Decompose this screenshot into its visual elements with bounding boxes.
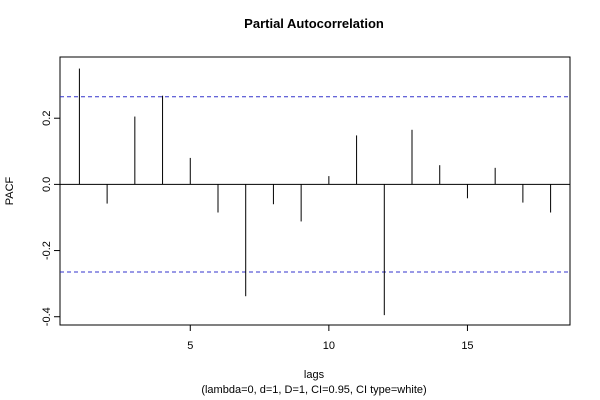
chart-title: Partial Autocorrelation [244,16,384,31]
x-axis: 5 10 15 [187,325,474,352]
plot-frame [59,56,571,326]
x-tick-label: 5 [187,340,193,352]
y-tick-label: -0.4 [41,307,53,326]
x-tick-label: 15 [461,340,473,352]
x-tick-label: 10 [323,340,335,352]
confidence-lines [60,96,570,273]
x-axis-label: lags [304,369,325,381]
y-axis: -0.4 -0.2 0.0 0.2 [41,111,60,326]
chart-subtitle: (lambda=0, d=1, D=1, CI=0.95, CI type=wh… [201,384,426,396]
y-tick-label: 0.2 [41,111,53,126]
pacf-bars [78,68,552,316]
y-tick-label: -0.2 [41,241,53,260]
y-axis-label: PACF [4,176,16,205]
y-tick-label: 0.0 [41,177,53,192]
